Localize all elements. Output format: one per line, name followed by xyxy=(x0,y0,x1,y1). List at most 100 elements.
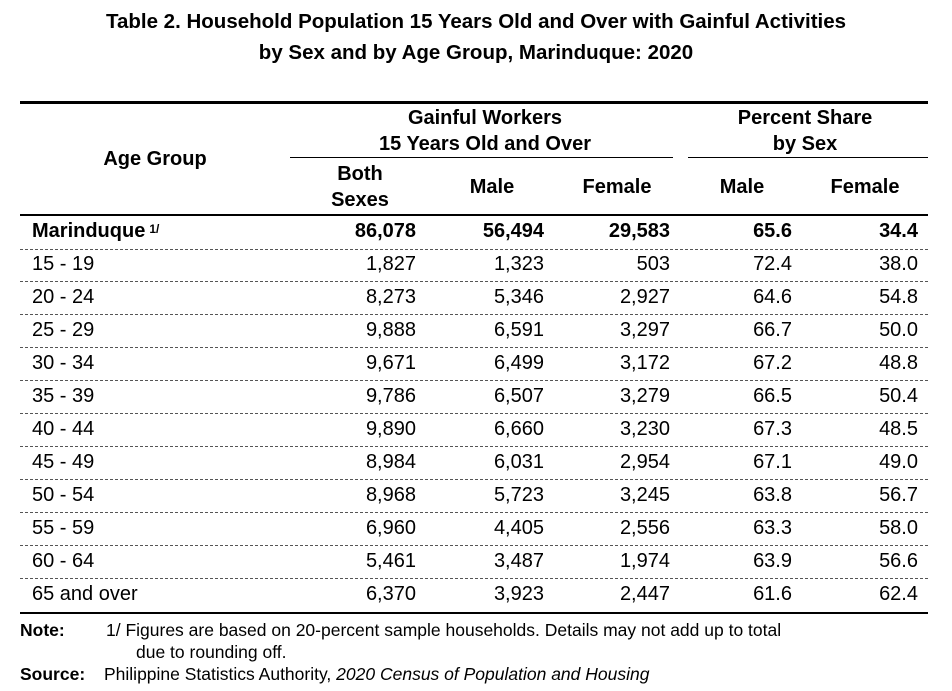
cell-pct-male: 67.1 xyxy=(753,451,792,473)
total-pct-female: 34.4 xyxy=(879,220,918,242)
cell-pct-female: 38.0 xyxy=(879,253,918,275)
cell-male: 6,499 xyxy=(493,352,544,374)
cell-pct-male: 63.8 xyxy=(753,484,792,506)
cell-female: 3,279 xyxy=(619,385,670,407)
cell-pct-female: 58.0 xyxy=(879,517,918,539)
header-pct-female: Female xyxy=(830,176,900,198)
source-publication: 2020 Census of Population and Housing xyxy=(336,664,650,684)
cell-both: 9,786 xyxy=(365,385,416,407)
row-divider xyxy=(20,578,928,579)
cell-male: 3,923 xyxy=(493,583,544,605)
header-age-group: Age Group xyxy=(103,148,207,170)
cell-male: 5,346 xyxy=(493,286,544,308)
header-percent-share: Percent Share by Sex xyxy=(700,105,910,157)
age-group-label: 55 - 59 xyxy=(32,517,95,539)
cell-female: 2,447 xyxy=(619,583,670,605)
cell-male: 6,591 xyxy=(493,319,544,341)
cell-both: 8,273 xyxy=(365,286,416,308)
table-top-rule xyxy=(20,101,928,104)
cell-pct-male: 64.6 xyxy=(753,286,792,308)
cell-both: 8,984 xyxy=(365,451,416,473)
note-label: Note: xyxy=(20,620,65,640)
cell-female: 2,556 xyxy=(619,517,670,539)
header-percent-line-2: by Sex xyxy=(772,133,838,155)
row-divider xyxy=(20,413,928,414)
cell-male: 6,660 xyxy=(493,418,544,440)
header-gainful-line-1: Gainful Workers xyxy=(407,107,563,129)
age-group-label: 45 - 49 xyxy=(32,451,95,473)
cell-male: 6,031 xyxy=(493,451,544,473)
age-group-label: 35 - 39 xyxy=(32,385,95,407)
row-divider xyxy=(20,249,928,250)
cell-female: 3,230 xyxy=(619,418,670,440)
age-group-label: 50 - 54 xyxy=(32,484,95,506)
source-text: Philippine Statistics Authority, 2020 Ce… xyxy=(104,664,650,684)
cell-female: 3,172 xyxy=(619,352,670,374)
row-divider xyxy=(20,479,928,480)
total-both-sexes: 86,078 xyxy=(354,220,416,242)
header-percent-line-1: Percent Share xyxy=(737,107,873,129)
cell-both: 5,461 xyxy=(365,550,416,572)
age-group-label: 20 - 24 xyxy=(32,286,95,308)
note-text-line-1: 1/ Figures are based on 20-percent sampl… xyxy=(106,620,782,640)
cell-pct-female: 54.8 xyxy=(879,286,918,308)
age-group-label: 65 and over xyxy=(32,583,138,605)
cell-male: 1,323 xyxy=(493,253,544,275)
header-gainful-workers: Gainful Workers 15 Years Old and Over xyxy=(290,105,680,157)
header-both-sexes: Both Sexes xyxy=(331,163,389,211)
cell-both: 9,888 xyxy=(365,319,416,341)
table-title: Table 2. Household Population 15 Years O… xyxy=(0,6,952,68)
age-group-label: 25 - 29 xyxy=(32,319,95,341)
cell-pct-female: 49.0 xyxy=(879,451,918,473)
header-percent-underline xyxy=(688,157,928,158)
cell-male: 5,723 xyxy=(493,484,544,506)
cell-male: 6,507 xyxy=(493,385,544,407)
cell-female: 503 xyxy=(636,253,670,275)
cell-both: 6,960 xyxy=(365,517,416,539)
total-row-label: Marinduque 1/ xyxy=(32,220,160,242)
cell-male: 4,405 xyxy=(493,517,544,539)
cell-both: 6,370 xyxy=(365,583,416,605)
age-group-label: 40 - 44 xyxy=(32,418,95,440)
cell-female: 3,245 xyxy=(619,484,670,506)
cell-both: 1,827 xyxy=(365,253,416,275)
table-title-line-1: Table 2. Household Population 15 Years O… xyxy=(105,10,847,33)
cell-pct-female: 48.5 xyxy=(879,418,918,440)
total-female: 29,583 xyxy=(608,220,670,242)
cell-both: 9,671 xyxy=(365,352,416,374)
cell-male: 3,487 xyxy=(493,550,544,572)
cell-pct-female: 56.6 xyxy=(879,550,918,572)
row-divider xyxy=(20,281,928,282)
cell-female: 2,954 xyxy=(619,451,670,473)
header-pct-male: Male xyxy=(719,176,765,198)
cell-female: 1,974 xyxy=(619,550,670,572)
cell-female: 2,927 xyxy=(619,286,670,308)
total-pct-male: 65.6 xyxy=(753,220,792,242)
row-divider xyxy=(20,380,928,381)
source-label: Source: xyxy=(20,664,86,684)
row-divider xyxy=(20,347,928,348)
cell-pct-male: 66.7 xyxy=(753,319,792,341)
age-group-label: 30 - 34 xyxy=(32,352,95,374)
total-male: 56,494 xyxy=(482,220,544,242)
cell-both: 8,968 xyxy=(365,484,416,506)
row-divider xyxy=(20,314,928,315)
row-divider xyxy=(20,512,928,513)
cell-pct-female: 56.7 xyxy=(879,484,918,506)
header-female: Female xyxy=(582,176,652,198)
cell-pct-male: 63.3 xyxy=(753,517,792,539)
cell-pct-female: 50.0 xyxy=(879,319,918,341)
note-text-line-2: due to rounding off. xyxy=(136,642,287,662)
cell-pct-male: 67.3 xyxy=(753,418,792,440)
cell-pct-female: 50.4 xyxy=(879,385,918,407)
header-gainful-line-2: 15 Years Old and Over xyxy=(379,133,591,155)
cell-pct-female: 62.4 xyxy=(879,583,918,605)
cell-pct-male: 61.6 xyxy=(753,583,792,605)
cell-pct-male: 63.9 xyxy=(753,550,792,572)
row-divider xyxy=(20,545,928,546)
cell-pct-female: 48.8 xyxy=(879,352,918,374)
header-gainful-underline xyxy=(290,157,673,158)
table-bottom-rule xyxy=(20,612,928,614)
age-group-label: 60 - 64 xyxy=(32,550,95,572)
table-title-line-2: by Sex and by Age Group, Marinduque: 202… xyxy=(258,41,694,64)
